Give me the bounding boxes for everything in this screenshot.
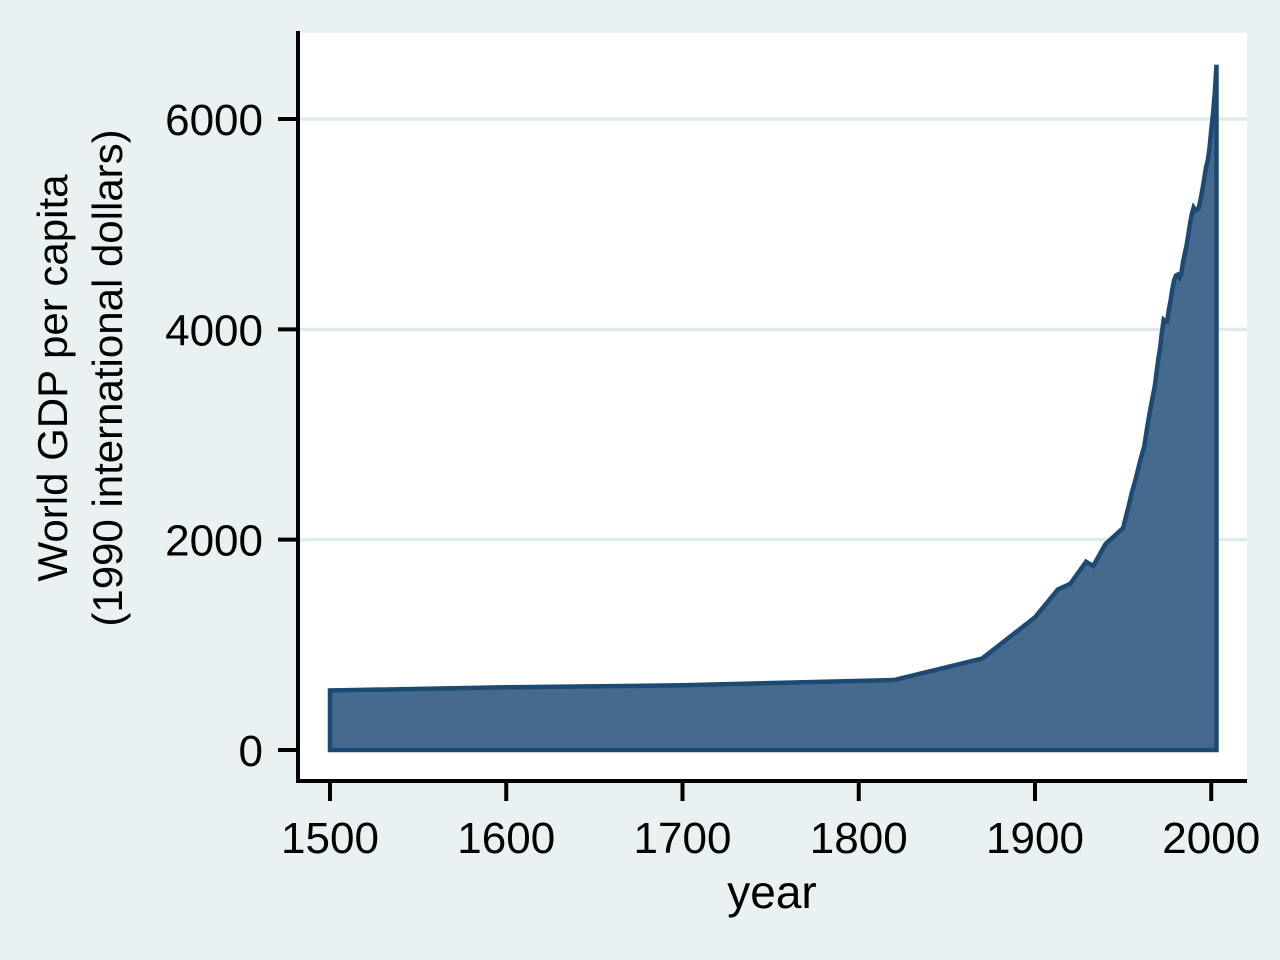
x-tick-labels: 1500 1600 1700 1800 1900 2000 <box>281 814 1260 863</box>
x-tick-label: 2000 <box>1162 814 1260 863</box>
x-tick-label: 1600 <box>457 814 555 863</box>
x-ticks <box>328 781 1214 801</box>
x-tick-label: 1700 <box>634 814 732 863</box>
y-tick-label: 0 <box>239 727 263 776</box>
y-axis-title-line1: World GDP per capita <box>29 174 76 582</box>
x-axis: 1500 1600 1700 1800 1900 2000 <box>281 779 1260 863</box>
y-tick-label: 4000 <box>165 306 263 355</box>
x-tick-label: 1900 <box>986 814 1084 863</box>
y-axis: 0 2000 4000 6000 <box>165 31 300 783</box>
x-tick-label: 1500 <box>281 814 379 863</box>
y-tick-label: 2000 <box>165 517 263 566</box>
y-ticks <box>278 116 298 752</box>
gridlines <box>300 117 1247 542</box>
area-series <box>327 64 1219 753</box>
x-tick-label: 1800 <box>810 814 908 863</box>
y-axis-title-line2: (1990 international dollars) <box>84 129 131 626</box>
y-tick-label: 6000 <box>165 96 263 145</box>
area-path <box>327 64 1219 753</box>
x-axis-title: year <box>727 866 816 918</box>
y-tick-labels: 0 2000 4000 6000 <box>165 96 263 776</box>
